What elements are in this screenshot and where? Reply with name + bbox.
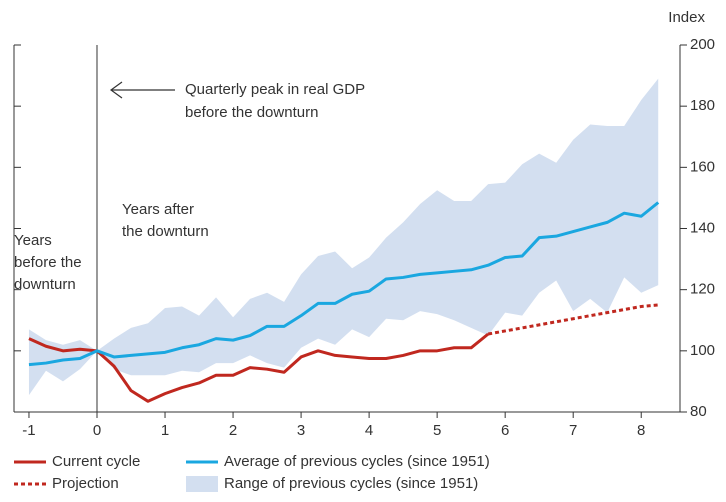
y-tick-label: 160 <box>690 158 715 175</box>
annotation: Years after <box>122 201 194 218</box>
x-tick-label: 8 <box>637 422 645 439</box>
x-tick-label: 7 <box>569 422 577 439</box>
annotation: Quarterly peak in real GDP <box>185 81 365 98</box>
annotation: before the <box>14 254 82 271</box>
annotation: downturn <box>14 276 76 293</box>
y-tick-label: 200 <box>690 36 715 53</box>
y-tick-label: 120 <box>690 281 715 298</box>
y-tick-label: 140 <box>690 219 715 236</box>
legend-label: Range of previous cycles (since 1951) <box>224 475 478 492</box>
series-line <box>28 332 490 403</box>
y-axis-label: Index <box>668 9 705 26</box>
annotation: the downturn <box>122 223 209 240</box>
legend-swatch <box>186 476 218 492</box>
series-line <box>28 201 660 367</box>
x-tick-label: 5 <box>433 422 441 439</box>
legend-label: Projection <box>52 475 119 492</box>
y-tick-label: 180 <box>690 97 715 114</box>
y-tick-label: 100 <box>690 342 715 359</box>
y-tick-label: 80 <box>690 403 707 420</box>
annotation: before the downturn <box>185 104 318 121</box>
legend-label: Current cycle <box>52 453 140 470</box>
legend-label: Average of previous cycles (since 1951) <box>224 453 490 470</box>
x-tick-label: 2 <box>229 422 237 439</box>
x-tick-label: 0 <box>93 422 101 439</box>
series-line <box>487 303 659 336</box>
x-tick-label: 6 <box>501 422 509 439</box>
x-tick-label: 4 <box>365 422 373 439</box>
arrow-head <box>109 81 123 99</box>
x-tick-label: 1 <box>161 422 169 439</box>
annotation: Years <box>14 232 52 249</box>
x-tick-label: 3 <box>297 422 305 439</box>
range-band <box>28 78 659 396</box>
x-tick-label: -1 <box>22 422 35 439</box>
